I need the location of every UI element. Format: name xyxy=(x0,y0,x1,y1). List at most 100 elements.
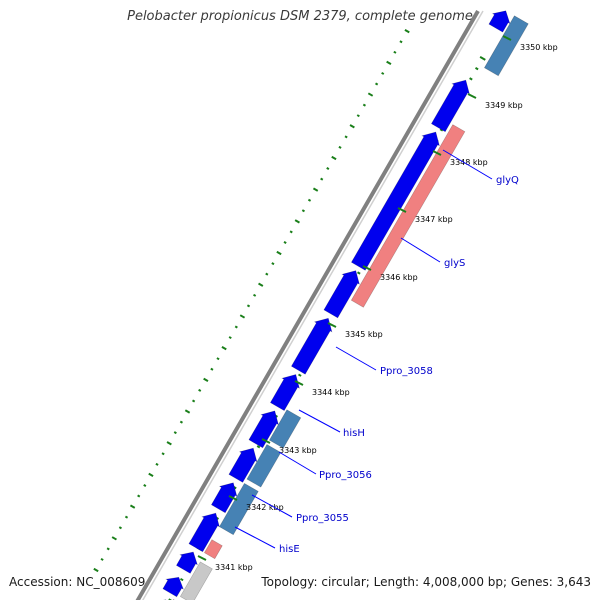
ruler-tick xyxy=(294,380,304,386)
gene-label-glys[interactable]: glyS xyxy=(444,258,465,269)
gc-skew-mark xyxy=(210,367,214,371)
gc-skew-mark xyxy=(100,557,104,561)
gc-content-mark xyxy=(298,373,302,377)
rna-feature-block xyxy=(350,124,466,308)
forward-cds-arrow xyxy=(188,512,220,553)
gc-skew-mark xyxy=(253,293,257,297)
map-title: Pelobacter propionicus DSM 2379, complet… xyxy=(127,9,473,24)
gene-label-leader xyxy=(234,526,276,549)
forward-cds-arrow xyxy=(430,79,470,133)
gene-label-hise[interactable]: hisE xyxy=(279,544,300,555)
gc-skew-mark xyxy=(326,167,330,171)
forward-cds-arrow xyxy=(248,410,279,449)
gene-label-leader xyxy=(400,237,441,263)
gene-label-ppro-3055[interactable]: Ppro_3055 xyxy=(296,513,349,524)
accession-text: Accession: NC_008609 xyxy=(9,575,146,589)
forward-cds-arrow xyxy=(350,131,440,271)
ruler-tick-label: 3342 kbp xyxy=(246,503,284,512)
gc-skew-mark xyxy=(129,504,136,509)
gc-skew-mark xyxy=(289,230,293,234)
gc-skew-mark xyxy=(124,515,129,519)
ruler-tick xyxy=(261,438,271,444)
gc-skew-mark xyxy=(301,209,305,213)
gc-content-mark xyxy=(357,271,361,275)
backbone-line xyxy=(135,9,480,600)
gc-skew-mark xyxy=(283,240,287,244)
ruler-tick xyxy=(362,265,372,271)
gc-skew-mark xyxy=(137,494,141,498)
forward-cds-arrow xyxy=(269,374,300,412)
gc-skew-mark xyxy=(93,567,99,573)
forward-cds-arrow xyxy=(210,482,238,514)
gc-skew-mark xyxy=(356,114,360,118)
ruler-tick-label: 3350 kbp xyxy=(520,43,558,52)
gc-skew-mark xyxy=(106,547,110,551)
genome-summary-text: Topology: circular; Length: 4,008,000 bp… xyxy=(261,575,591,589)
ruler-tick xyxy=(228,495,238,501)
reverse-cds-block xyxy=(218,482,259,536)
gc-skew-mark xyxy=(246,304,251,308)
gc-skew-mark xyxy=(118,526,122,530)
ruler-tick-label: 3341 kbp xyxy=(215,563,253,572)
ruler-tick-label: 3346 kbp xyxy=(380,273,418,282)
gc-skew-mark xyxy=(386,60,392,65)
gc-skew-mark xyxy=(221,346,227,351)
gc-skew-mark xyxy=(349,124,355,129)
gc-skew-mark xyxy=(404,29,410,34)
gc-skew-mark xyxy=(312,187,319,192)
gc-skew-mark xyxy=(143,483,147,487)
gc-skew-mark xyxy=(320,177,324,181)
reverse-cds-block xyxy=(483,15,529,77)
gene-label-ppro-3056[interactable]: Ppro_3056 xyxy=(319,470,372,481)
ruler-tick-label: 3347 kbp xyxy=(415,215,453,224)
backbone-edge xyxy=(142,10,484,600)
forward-cds-arrow xyxy=(323,270,360,319)
ruler-tick xyxy=(432,150,442,156)
gc-skew-mark xyxy=(258,282,264,287)
gene-label-leader xyxy=(442,149,493,180)
gc-skew-mark xyxy=(276,250,282,256)
ruler-tick xyxy=(467,93,477,99)
gc-skew-mark xyxy=(331,155,337,161)
gc-skew-mark xyxy=(381,71,385,75)
ruler-tick xyxy=(502,35,512,41)
gc-skew-mark xyxy=(344,135,348,139)
ruler-tick-label: 3345 kbp xyxy=(345,330,383,339)
ruler-tick xyxy=(397,207,407,213)
gc-skew-mark xyxy=(271,262,275,266)
gc-content-mark xyxy=(475,67,479,71)
gc-skew-track-outer xyxy=(93,29,410,573)
forward-cds-arrow xyxy=(175,551,198,574)
gc-skew-mark xyxy=(179,420,183,424)
gc-skew-mark xyxy=(367,92,374,97)
gc-skew-mark xyxy=(198,388,202,392)
gc-skew-mark xyxy=(173,431,177,435)
misc-feature-block xyxy=(179,561,213,600)
gc-skew-mark xyxy=(148,472,154,478)
gc-skew-mark xyxy=(192,399,196,403)
forward-cds-arrow xyxy=(488,10,511,33)
gene-label-ppro-3058[interactable]: Ppro_3058 xyxy=(380,366,433,377)
ruler-tick xyxy=(197,555,207,561)
feature-track xyxy=(162,10,529,600)
gc-skew-mark xyxy=(203,377,209,382)
gene-labels: glyQ glyS Ppro_3058 hisH Ppro_3056 Ppro_3055h… xyxy=(234,149,519,555)
gene-label-leader xyxy=(298,409,341,433)
gc-content-mark xyxy=(479,56,486,61)
gene-label-hish[interactable]: hisH xyxy=(343,428,365,439)
ruler-ticks: 3350 kbp 3349 kbp 3348 kbp 3347 kbp 3346 kbp… xyxy=(197,35,558,572)
forward-cds-arrow xyxy=(228,447,258,483)
gene-label-glyq[interactable]: glyQ xyxy=(496,175,519,186)
gc-skew-mark xyxy=(338,145,342,149)
backbone-ring xyxy=(135,9,484,600)
gc-skew-mark xyxy=(399,40,403,44)
gene-label-leader xyxy=(251,494,293,518)
gc-skew-mark xyxy=(216,357,220,361)
gc-skew-mark xyxy=(294,219,300,224)
ruler-tick xyxy=(327,322,337,328)
gc-skew-mark xyxy=(375,82,379,86)
gc-content-mark xyxy=(256,445,261,449)
gc-skew-mark xyxy=(161,452,165,456)
